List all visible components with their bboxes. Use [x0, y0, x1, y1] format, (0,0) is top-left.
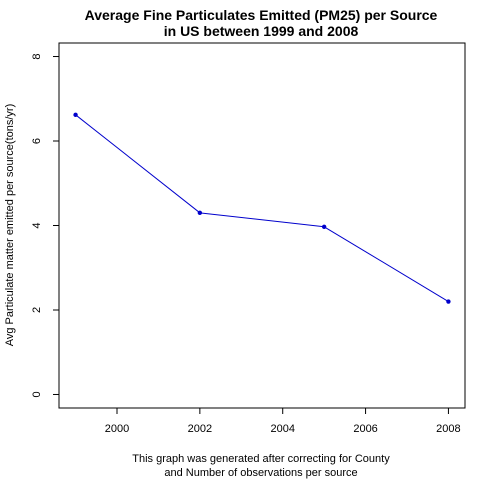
- x-axis-title-line-2: and Number of observations per source: [164, 467, 357, 479]
- chart-title-line-2: in US between 1999 and 2008: [164, 23, 359, 39]
- data-series: [73, 112, 451, 304]
- data-point: [73, 112, 78, 118]
- y-tick-label: 8: [31, 53, 43, 59]
- x-tick-label: 2008: [436, 423, 460, 435]
- y-axis-title: Avg Particulate matter emitted per sourc…: [4, 104, 16, 347]
- data-point: [446, 299, 451, 304]
- y-tick-label: 4: [31, 222, 43, 228]
- x-tick-label: 2004: [270, 423, 294, 435]
- x-tick-label: 2000: [105, 423, 129, 435]
- series-line-segment: [199, 212, 325, 228]
- chart-title-line-1: Average Fine Particulates Emitted (PM25)…: [85, 7, 438, 23]
- y-tick-label: 6: [31, 138, 43, 144]
- x-tick-label: 2006: [353, 423, 377, 435]
- data-point: [321, 224, 327, 229]
- series-line-segment: [323, 226, 449, 302]
- data-point: [197, 210, 203, 216]
- x-tick-label: 2002: [188, 423, 212, 435]
- y-tick-label: 0: [31, 391, 43, 397]
- series-line-segment: [75, 114, 201, 214]
- x-axis: 2000 2002 2004 2006 2008: [105, 408, 461, 435]
- x-axis-title-line-1: This graph was generated after correctin…: [132, 453, 390, 465]
- y-tick-label: 2: [31, 307, 43, 313]
- y-axis: 0 2 4 6 8: [31, 53, 59, 398]
